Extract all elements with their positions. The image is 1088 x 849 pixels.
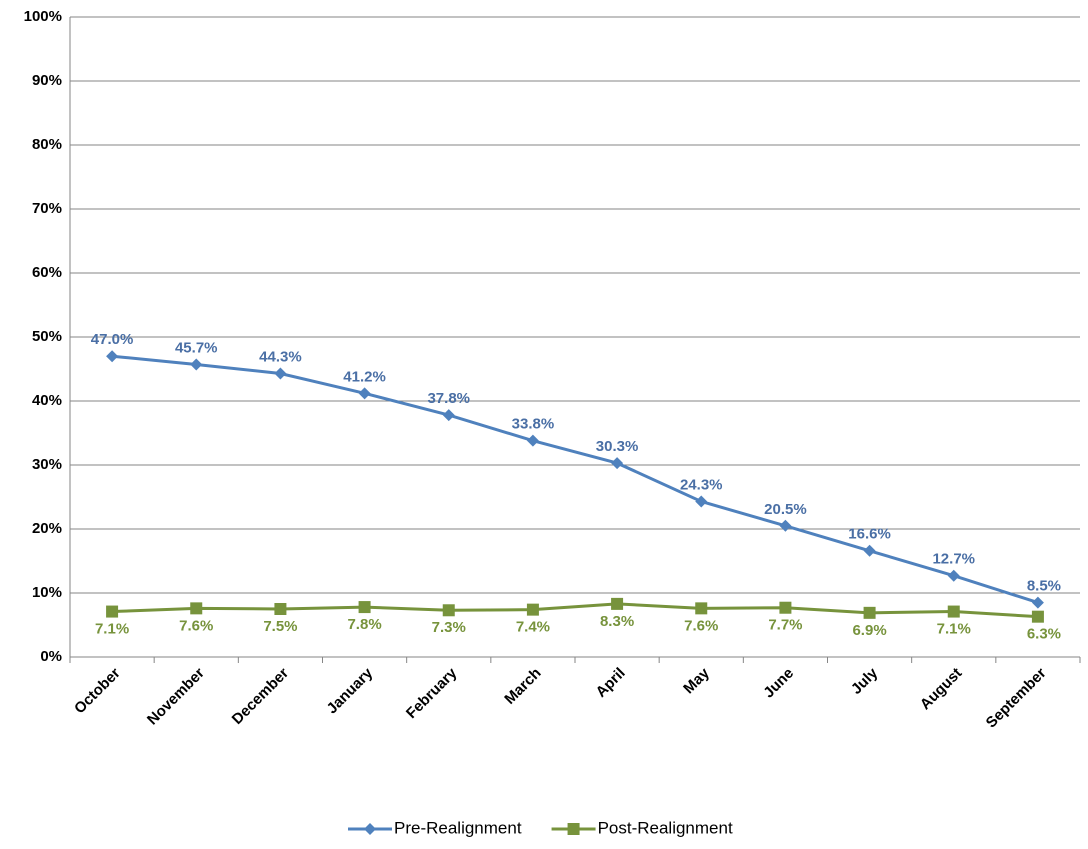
y-tick-label: 80% — [32, 136, 62, 153]
data-label: 41.2% — [343, 368, 386, 385]
data-label: 7.6% — [179, 617, 213, 634]
legend-label: Pre-Realignment — [394, 818, 522, 837]
y-tick-label: 10% — [32, 584, 62, 601]
marker — [106, 350, 119, 363]
x-tick-label: November — [144, 664, 208, 728]
x-tick-label: May — [680, 664, 713, 697]
data-label: 7.1% — [937, 621, 971, 638]
data-label: 7.7% — [768, 617, 802, 634]
data-label: 47.0% — [91, 331, 134, 348]
marker — [947, 605, 960, 618]
y-tick-label: 30% — [32, 456, 62, 473]
marker — [779, 601, 792, 614]
data-label: 6.9% — [852, 622, 886, 639]
data-label: 7.3% — [432, 619, 466, 636]
marker — [274, 367, 287, 380]
data-label: 12.7% — [932, 551, 975, 568]
legend-marker — [567, 823, 580, 835]
data-label: 8.3% — [600, 613, 634, 630]
series-line — [112, 602, 1039, 619]
data-label: 7.4% — [516, 619, 550, 636]
marker — [611, 457, 624, 470]
marker — [695, 602, 708, 615]
x-tick-label: September — [983, 665, 1050, 732]
y-tick-label: 50% — [32, 328, 62, 345]
x-tick-label: July — [848, 664, 882, 698]
x-tick-label: February — [403, 664, 461, 722]
marker — [106, 605, 119, 618]
data-label: 6.3% — [1027, 626, 1061, 643]
marker — [442, 409, 455, 422]
data-label: 7.8% — [347, 616, 381, 633]
data-label: 30.3% — [596, 438, 639, 455]
marker — [274, 603, 287, 615]
x-tick-label: March — [501, 665, 544, 708]
y-tick-label: 60% — [32, 264, 62, 281]
data-label: 24.3% — [680, 476, 723, 493]
marker — [779, 519, 792, 532]
marker — [526, 434, 539, 447]
y-tick-label: 100% — [24, 8, 62, 25]
y-tick-label: 90% — [32, 72, 62, 89]
marker — [526, 603, 539, 616]
legend-label: Post-Realignment — [598, 818, 733, 837]
data-label: 20.5% — [764, 501, 807, 518]
marker — [190, 602, 203, 615]
marker — [695, 495, 708, 508]
x-tick-label: October — [71, 665, 124, 718]
marker — [358, 387, 371, 400]
x-tick-label: June — [760, 665, 797, 702]
y-tick-label: 0% — [40, 648, 62, 665]
data-label: 45.7% — [175, 339, 218, 356]
data-label: 7.6% — [684, 617, 718, 634]
data-label: 37.8% — [427, 390, 470, 407]
data-label: 33.8% — [512, 416, 555, 433]
marker — [863, 544, 876, 557]
x-tick-label: January — [324, 664, 377, 717]
marker — [442, 604, 455, 617]
marker — [611, 597, 624, 610]
marker — [358, 601, 371, 614]
series-line — [111, 354, 1039, 605]
y-tick-label: 20% — [32, 520, 62, 537]
data-label: 8.5% — [1027, 578, 1061, 595]
data-label: 44.3% — [259, 348, 302, 365]
marker — [863, 606, 876, 619]
data-label: 7.5% — [263, 618, 297, 635]
x-tick-label: August — [917, 665, 966, 714]
data-label: 7.1% — [95, 621, 129, 638]
y-tick-label: 40% — [32, 392, 62, 409]
marker — [1031, 610, 1044, 623]
x-tick-label: December — [229, 665, 292, 728]
legend-marker — [364, 823, 376, 835]
y-tick-label: 70% — [32, 200, 62, 217]
marker — [947, 569, 960, 582]
marker — [1031, 596, 1044, 609]
x-tick-label: April — [593, 665, 629, 701]
data-label: 16.6% — [848, 526, 891, 543]
marker — [190, 358, 203, 371]
